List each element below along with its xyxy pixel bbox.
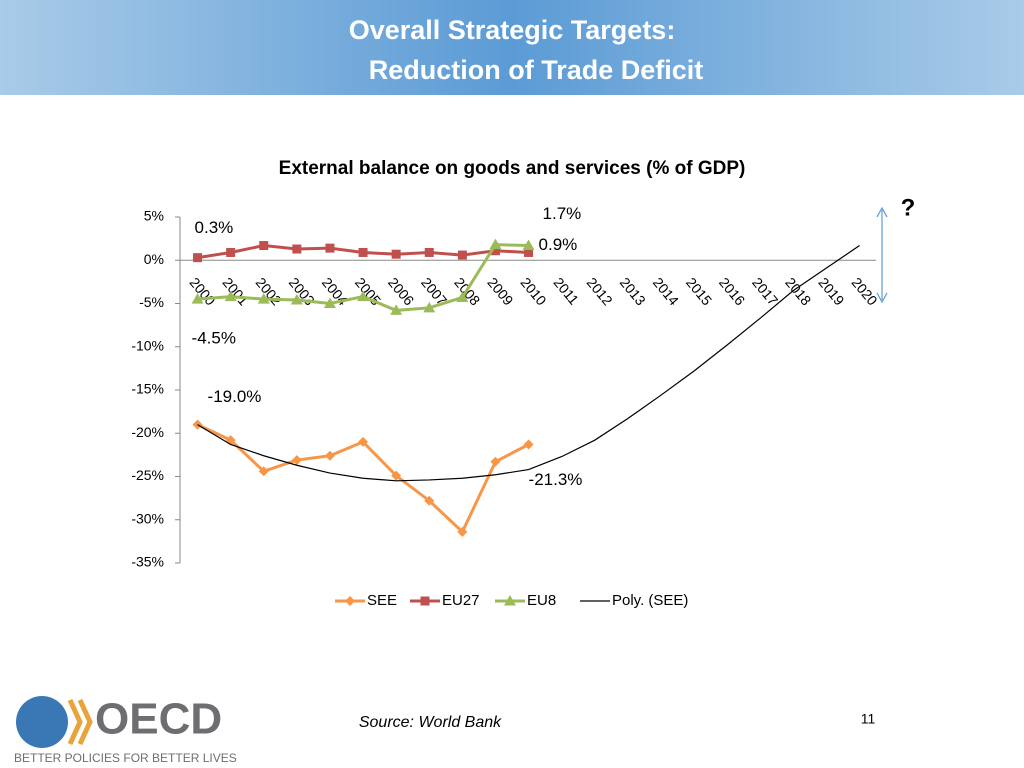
point (391, 249, 401, 259)
y-tick-label: -15% (131, 381, 164, 397)
point (456, 291, 469, 302)
chart-title: External balance on goods and services (… (279, 158, 746, 179)
point (325, 243, 335, 253)
point (489, 238, 502, 250)
page-number: 11 (861, 711, 876, 727)
annotation: ? (901, 194, 916, 221)
x-tick-label: 2015 (683, 274, 715, 308)
point (391, 470, 402, 481)
x-tick-label: 2006 (385, 274, 417, 308)
y-tick-label: 0% (144, 251, 164, 267)
y-tick-label: -35% (131, 554, 164, 570)
point (523, 439, 534, 450)
data-label: -4.5% (192, 329, 236, 348)
x-tick-label: 2014 (650, 274, 682, 308)
legend-marker (420, 596, 430, 606)
point (357, 290, 370, 302)
x-tick-label: 2010 (517, 274, 549, 308)
logo-text: OECD (95, 695, 222, 744)
x-tick-label: 2013 (617, 274, 649, 308)
point (424, 247, 434, 257)
y-tick-label: -20% (131, 424, 164, 440)
legend-label: SEE (367, 592, 397, 609)
point (358, 247, 368, 257)
point (323, 297, 336, 308)
point (257, 293, 270, 304)
point (193, 253, 203, 263)
legend-label: EU8 (527, 592, 556, 609)
logo: OECD BETTER POLICIES FOR BETTER LIVES (14, 695, 237, 766)
point (457, 526, 468, 537)
x-tick-label: 2020 (848, 274, 880, 308)
x-tick-label: 2001 (220, 274, 252, 308)
arrow (876, 206, 888, 304)
data-label: 1.7% (543, 204, 582, 223)
point (358, 436, 369, 447)
source: Source: World Bank (359, 714, 502, 731)
x-tick-label: 2016 (716, 274, 748, 308)
point (291, 455, 302, 466)
data-label: 0.3% (195, 218, 234, 237)
point (457, 250, 467, 260)
point (424, 495, 435, 506)
legend-marker (504, 595, 516, 606)
point (324, 450, 335, 461)
tagline: BETTER POLICIES FOR BETTER LIVES (14, 751, 237, 765)
data-label: 0.9% (539, 235, 578, 254)
point (259, 241, 269, 251)
point (490, 246, 500, 256)
y-tick-label: -5% (139, 294, 164, 310)
slide-title: Overall Strategic Targets: (349, 15, 676, 45)
trend-line (197, 245, 860, 482)
data-label: -21.3% (529, 470, 583, 489)
y-tick-label: 5% (144, 208, 164, 224)
x-tick-label: 2009 (484, 274, 516, 308)
slide-title: Reduction of Trade Deficit (369, 55, 704, 85)
point (423, 301, 436, 313)
y-tick-label: -10% (131, 337, 164, 353)
y-tick-label: -30% (131, 510, 164, 526)
x-tick-label: 2019 (815, 274, 847, 308)
point (258, 466, 269, 477)
point (224, 290, 237, 302)
point (290, 294, 303, 305)
x-tick-label: 2017 (749, 274, 781, 308)
point (490, 456, 501, 467)
point (524, 247, 534, 257)
y-tick-label: -25% (131, 467, 164, 483)
legend-label: EU27 (442, 592, 480, 609)
legend-marker (345, 596, 355, 606)
x-tick-label: 2012 (584, 274, 616, 308)
point (292, 244, 302, 254)
point (390, 304, 403, 315)
header-band (0, 0, 1024, 95)
x-tick-label: 2011 (551, 274, 583, 308)
data-label: -19.0% (208, 387, 262, 406)
point (191, 293, 204, 304)
point (522, 239, 535, 251)
legend-label: Poly. (SEE) (612, 592, 688, 609)
point (226, 247, 236, 257)
